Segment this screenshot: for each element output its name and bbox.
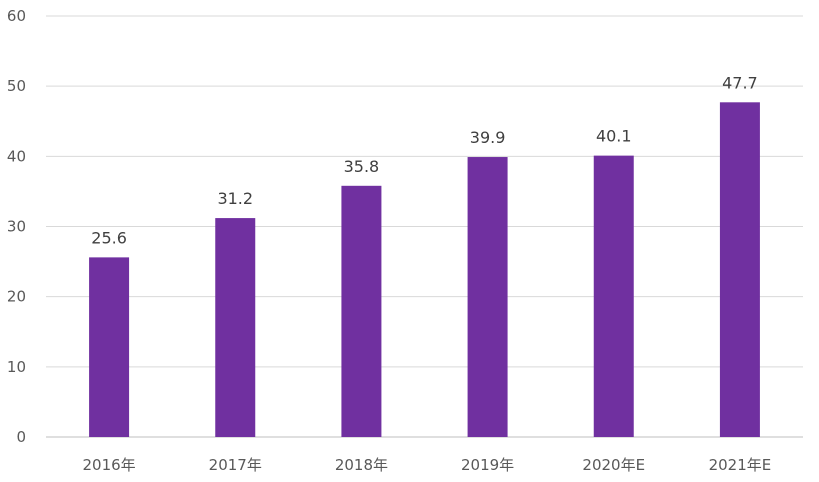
y-tick-label: 10 bbox=[7, 358, 26, 376]
bar bbox=[89, 257, 130, 437]
bar-value-label: 39.9 bbox=[470, 128, 506, 147]
x-tick-label: 2020年E bbox=[582, 456, 645, 474]
y-tick-label: 60 bbox=[7, 7, 26, 25]
x-tick-label: 2018年 bbox=[335, 456, 388, 474]
bar-value-label: 47.7 bbox=[722, 73, 758, 92]
bar-value-label: 25.6 bbox=[91, 228, 127, 247]
gridlines bbox=[46, 15, 803, 438]
bar bbox=[467, 157, 508, 437]
bar bbox=[215, 218, 256, 437]
data-labels: 25.6 31.2 35.8 39.9 40.1 47.7 bbox=[91, 73, 757, 247]
bar bbox=[593, 155, 634, 438]
y-tick-label: 20 bbox=[7, 288, 26, 306]
bars bbox=[89, 102, 760, 438]
x-tick-label: 2019年 bbox=[461, 456, 514, 474]
x-tick-label: 2016年 bbox=[82, 456, 135, 474]
y-axis-ticks: 0 10 20 30 40 50 60 bbox=[7, 7, 26, 446]
y-tick-label: 40 bbox=[7, 147, 26, 165]
y-tick-label: 50 bbox=[7, 77, 26, 95]
x-axis-ticks: 2016年 2017年 2018年 2019年 2020年E 2021年E bbox=[82, 456, 771, 474]
x-tick-label: 2017年 bbox=[209, 456, 262, 474]
bar bbox=[719, 102, 760, 438]
bar-value-label: 31.2 bbox=[217, 189, 253, 208]
bar-value-label: 40.1 bbox=[596, 127, 632, 146]
bar-value-label: 35.8 bbox=[344, 157, 380, 176]
bar bbox=[341, 185, 382, 437]
y-tick-label: 0 bbox=[16, 428, 26, 446]
x-tick-label: 2021年E bbox=[709, 456, 772, 474]
y-tick-label: 30 bbox=[7, 218, 26, 236]
